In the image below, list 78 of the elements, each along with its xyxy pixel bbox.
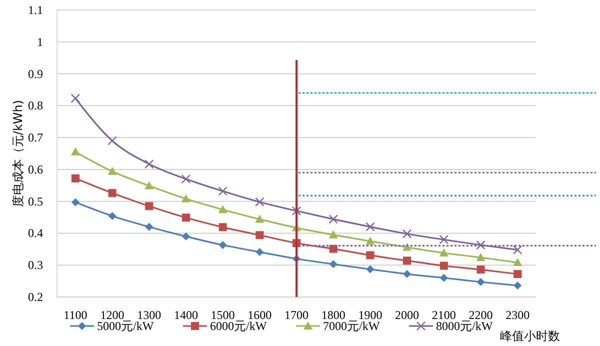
legend-label: 8000元/kW (436, 319, 494, 333)
point (366, 222, 375, 232)
point (476, 252, 486, 261)
x-tick-label: 2300 (506, 308, 530, 322)
point (255, 197, 264, 207)
point (144, 181, 154, 190)
point (256, 231, 264, 240)
y-tick-label: 0.6 (28, 162, 43, 176)
point (402, 242, 412, 251)
x-tick-label: 1500 (210, 308, 235, 322)
y-tick-label: 0.8 (28, 98, 43, 113)
x-tick-label: 1700 (284, 308, 308, 322)
point (403, 270, 412, 278)
point (218, 186, 228, 196)
point (218, 241, 227, 250)
point (366, 265, 374, 274)
point (514, 282, 522, 290)
x-tick-label: 1100 (64, 308, 88, 322)
legend-label: 7000元/kW (323, 319, 380, 333)
point (439, 235, 448, 244)
point (71, 198, 80, 206)
y-axis-title: 度电成本（元/kWh) (11, 100, 25, 208)
x-tick-label: 2100 (432, 308, 456, 322)
point (145, 202, 154, 210)
legend-label: 6000元/kW (210, 319, 268, 333)
point (181, 174, 191, 184)
x-tick-label: 1900 (358, 308, 382, 322)
y-tick-label: 0.3 (28, 258, 43, 272)
point (181, 194, 190, 202)
point (70, 94, 80, 103)
point (71, 174, 80, 182)
point (256, 248, 264, 256)
x-tick-label: 2000 (395, 308, 420, 322)
point (108, 212, 116, 220)
y-tick-label: 0.9 (28, 66, 43, 81)
point (218, 205, 228, 214)
point (144, 159, 154, 169)
x-axis-title: 峰值小时数 (500, 329, 560, 343)
point (512, 245, 522, 254)
y-tick-label: 1.1 (28, 3, 43, 17)
x-tick-label: 1600 (248, 308, 272, 322)
point (182, 214, 190, 222)
point (255, 214, 264, 223)
y-tick-label: 0.5 (28, 194, 43, 208)
point (145, 222, 154, 231)
x-tick-label: 1800 (321, 308, 346, 322)
point (440, 262, 448, 270)
x-tick-label: 1200 (100, 308, 124, 322)
legend-label: 5000元/kW (97, 319, 154, 333)
point (182, 232, 190, 240)
y-tick-label: 0.7 (28, 130, 43, 145)
x-tick-label: 2200 (468, 308, 493, 322)
point (439, 248, 448, 256)
point (514, 270, 522, 278)
point (403, 256, 412, 265)
point (476, 240, 486, 250)
y-tick-label: 0.2 (28, 290, 43, 304)
point (328, 230, 338, 238)
x-tick-label: 1400 (174, 308, 198, 322)
point (402, 229, 412, 238)
point (329, 260, 338, 268)
point (476, 278, 485, 286)
point (329, 244, 338, 253)
point (513, 258, 522, 266)
y-tick-label: 0.4 (28, 226, 43, 240)
point (218, 223, 227, 232)
point (440, 274, 448, 282)
point (70, 147, 80, 156)
point (366, 251, 374, 260)
point (292, 206, 302, 216)
point (476, 266, 485, 274)
x-tick-label: 1300 (137, 308, 162, 322)
point (108, 166, 117, 175)
point (366, 236, 375, 245)
y-tick-label: 1 (37, 34, 43, 49)
point (108, 189, 116, 198)
point (328, 214, 338, 224)
point (108, 136, 117, 146)
